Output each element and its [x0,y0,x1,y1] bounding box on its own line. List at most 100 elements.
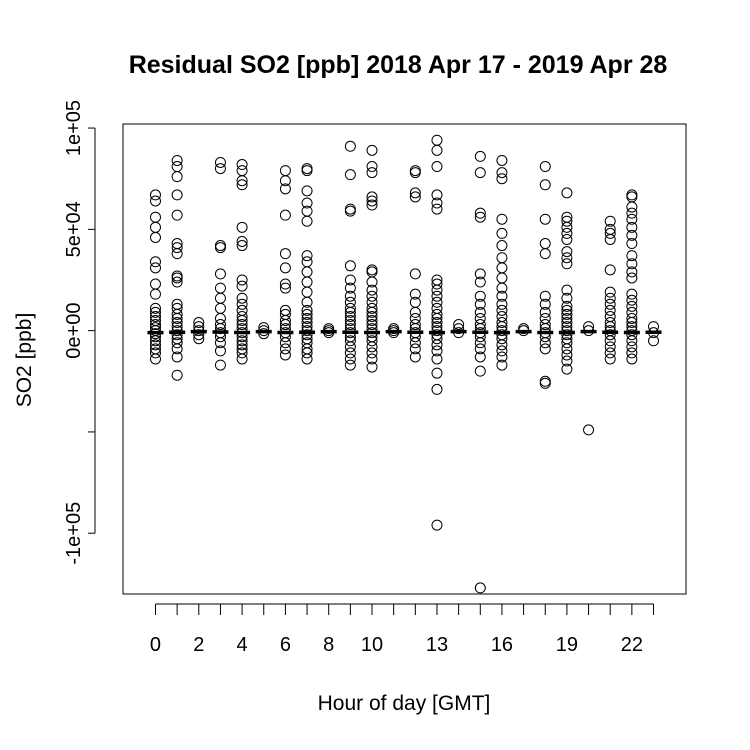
data-point [236,274,248,286]
data-point [301,276,313,288]
data-point [474,351,486,363]
data-point [279,278,291,290]
data-point [409,165,421,177]
data-point [171,308,183,320]
data-point [604,292,616,304]
data-point [301,304,313,316]
data-point [626,189,638,201]
data-point [366,302,378,314]
data-point [431,317,443,329]
data-point [301,163,313,175]
data-point [409,187,421,199]
data-point [344,140,356,152]
data-point [604,227,616,239]
data-point [279,282,291,294]
data-point [171,242,183,254]
data-point [626,300,638,312]
data-point [149,302,161,314]
data-point [539,298,551,310]
data-point [171,317,183,329]
data-point [431,302,443,314]
data-point [279,337,291,349]
data-point [301,165,313,177]
data-point [474,167,486,179]
data-point [193,329,205,341]
data-point [236,175,248,187]
data-point [301,215,313,227]
data-point [539,306,551,318]
data-point [344,315,356,327]
data-point [604,353,616,365]
x-tick-label: 10 [361,634,383,656]
x-tick-label: 8 [323,634,334,656]
data-point [496,227,508,239]
data-point [236,159,248,171]
data-point [496,310,508,322]
data-point [626,312,638,324]
data-point [344,347,356,359]
data-point [236,292,248,304]
y-axis: 1e+05 5e+04 0e+00 -1e+05 [63,100,96,565]
data-point [626,258,638,270]
data-point [258,328,270,340]
data-point [366,296,378,308]
data-point [193,317,205,329]
data-point [171,154,183,166]
data-point [496,290,508,302]
data-point [539,343,551,355]
x-axis: 0 2 4 6 8 10 13 16 19 22 [150,603,655,656]
data-point [561,304,573,316]
data-point [561,355,573,367]
data-point [279,248,291,260]
data-point [171,189,183,201]
data-point [236,221,248,233]
data-point [409,191,421,203]
x-tick-label: 2 [193,634,204,656]
data-point [236,240,248,252]
data-point [561,246,573,258]
data-point [149,306,161,318]
data-point [214,156,226,168]
data-point [496,304,508,316]
data-point [149,335,161,347]
data-point [626,335,638,347]
data-point [496,351,508,363]
data-point [171,272,183,284]
data-point [539,248,551,260]
data-point [366,310,378,322]
data-point [171,161,183,173]
data-point [214,345,226,357]
data-point [236,298,248,310]
data-point [561,221,573,233]
data-point [409,351,421,363]
data-point [496,252,508,264]
data-point [171,209,183,221]
data-point [431,383,443,395]
data-point [409,319,421,331]
data-point [366,347,378,359]
data-point [279,183,291,195]
data-point [496,317,508,329]
data-point [431,312,443,324]
chart-title: Residual SO2 [ppb] 2018 Apr 17 - 2019 Ap… [129,51,668,79]
data-point [474,343,486,355]
data-point [561,308,573,320]
data-point [344,310,356,322]
x-tick-label: 6 [280,634,291,656]
data-point [149,353,161,365]
data-point [626,221,638,233]
data-point [214,240,226,252]
data-point [301,286,313,298]
data-point [301,317,313,329]
data-point [604,233,616,245]
data-point [171,369,183,381]
data-point [171,337,183,349]
data-point [604,329,616,341]
data-point [431,345,443,357]
data-point [496,345,508,357]
data-point [236,304,248,316]
data-point [496,272,508,284]
data-point [431,284,443,296]
data-point [604,286,616,298]
data-point [496,339,508,351]
